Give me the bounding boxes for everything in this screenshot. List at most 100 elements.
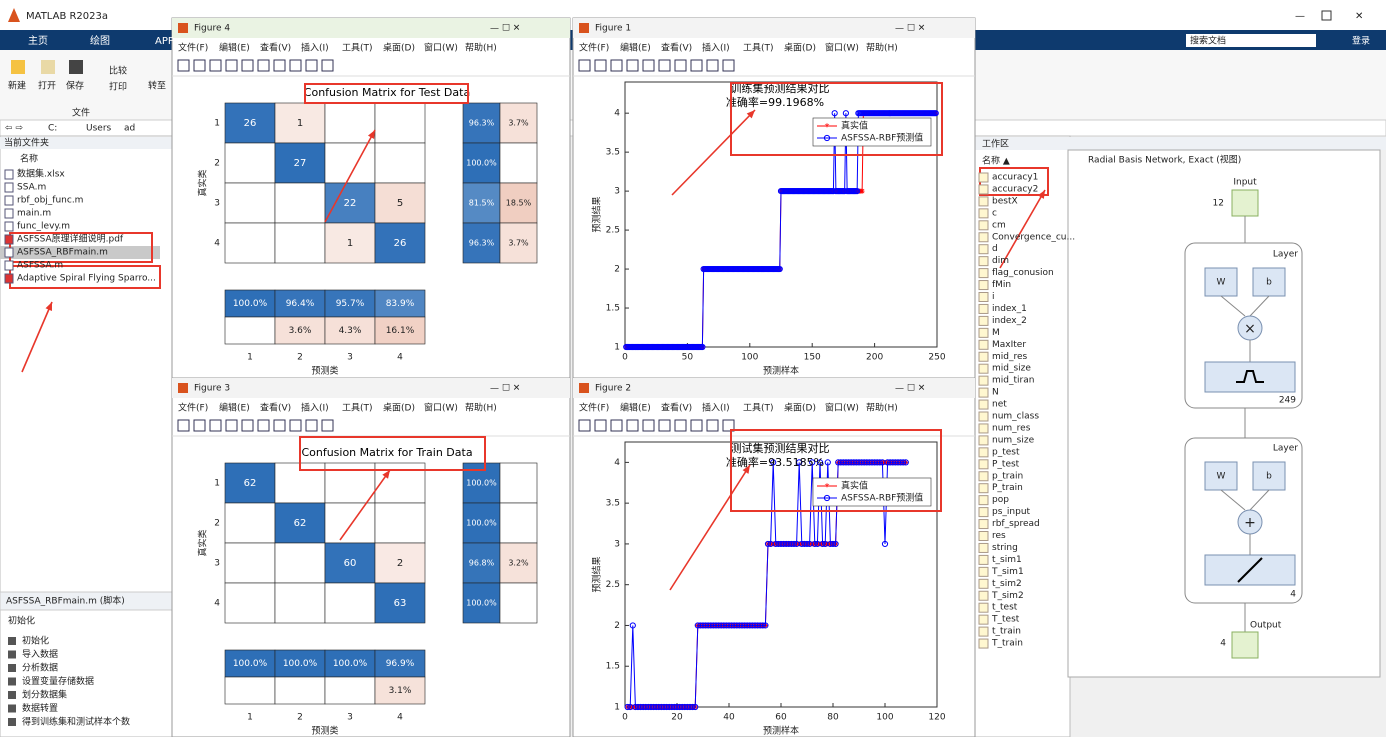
toolbar-icon[interactable] <box>209 59 222 72</box>
file-name[interactable]: ASFSSA_RBFmain.m <box>17 248 108 258</box>
ribbon-tab[interactable]: 绘图 <box>90 34 110 47</box>
section-item[interactable]: 数据转置 <box>22 702 58 714</box>
menu-item[interactable]: 文件(F) <box>178 42 208 54</box>
variable-name[interactable]: MaxIter <box>992 340 1026 350</box>
file-name[interactable]: main.m <box>17 209 51 219</box>
variable-name[interactable]: d <box>992 244 998 254</box>
variable-name[interactable]: P_train <box>992 483 1023 493</box>
section-item[interactable]: 分析数据 <box>22 662 58 674</box>
menu-item[interactable]: 窗口(W) <box>825 42 859 54</box>
menu-item[interactable]: 窗口(W) <box>825 402 859 414</box>
variable-name[interactable]: num_size <box>992 435 1035 445</box>
menu-item[interactable]: 帮助(H) <box>465 402 497 414</box>
menu-item[interactable]: 查看(V) <box>260 42 291 54</box>
tool-button[interactable]: 打开 <box>38 80 56 92</box>
tool-button[interactable]: 转至 <box>148 80 166 92</box>
menu-item[interactable]: 插入(I) <box>301 42 329 54</box>
nav-arrows[interactable]: ⇦ ⇨ <box>5 124 23 134</box>
tool-button[interactable]: 保存 <box>66 80 84 92</box>
file-name[interactable]: 数据集.xlsx <box>17 168 65 180</box>
variable-name[interactable]: mid_size <box>992 364 1031 374</box>
toolbar-icon[interactable] <box>225 59 238 72</box>
menu-item[interactable]: 桌面(D) <box>784 402 816 414</box>
menu-item[interactable]: 桌面(D) <box>383 42 415 54</box>
menu-item[interactable]: 插入(I) <box>301 402 329 414</box>
toolbar-icon[interactable] <box>690 419 703 432</box>
menu-item[interactable]: 工具(T) <box>342 403 373 414</box>
search-box[interactable] <box>1186 34 1316 47</box>
menu-item[interactable]: 文件(F) <box>579 42 609 54</box>
toolbar-icon[interactable] <box>177 419 190 432</box>
menu-item[interactable]: 编辑(E) <box>219 42 250 54</box>
menu-item[interactable]: 帮助(H) <box>465 42 497 54</box>
variable-name[interactable]: p_test <box>992 447 1020 457</box>
menu-item[interactable]: 查看(V) <box>661 402 692 414</box>
toolbar-icon[interactable] <box>706 59 719 72</box>
variable-name[interactable]: M <box>992 328 1000 338</box>
variable-name[interactable]: index_2 <box>992 316 1027 326</box>
menu-item[interactable]: 文件(F) <box>579 402 609 414</box>
variable-name[interactable]: p_train <box>992 471 1023 481</box>
path-segment[interactable]: Users <box>86 124 112 134</box>
toolbar-icon[interactable] <box>193 419 206 432</box>
menu-item[interactable]: 编辑(E) <box>219 402 250 414</box>
toolbar-icon[interactable] <box>642 59 655 72</box>
toolbar-icon[interactable] <box>594 419 607 432</box>
variable-name[interactable]: accuracy1 <box>992 173 1038 183</box>
variable-name[interactable]: res <box>992 531 1006 541</box>
toolbar-icon[interactable] <box>305 59 318 72</box>
maximize[interactable] <box>1321 10 1332 21</box>
variable-name[interactable]: N <box>992 388 999 398</box>
variable-name[interactable]: num_res <box>992 423 1031 433</box>
menu-item[interactable]: 窗口(W) <box>424 42 458 54</box>
menu-item[interactable]: 帮助(H) <box>866 402 898 414</box>
variable-name[interactable]: fMin <box>992 280 1011 290</box>
file-name[interactable]: ASFSSA.m <box>17 261 63 271</box>
section-item[interactable]: 导入数据 <box>22 648 58 660</box>
file-name[interactable]: func_levy.m <box>17 222 70 232</box>
variable-name[interactable]: ps_input <box>992 507 1031 517</box>
file-name[interactable]: ASFSSA原理详细说明.pdf <box>17 233 124 245</box>
toolbar-icon[interactable] <box>610 419 623 432</box>
variable-name[interactable]: P_test <box>992 459 1020 469</box>
section-item[interactable]: 得到训练集和测试样本个数 <box>22 716 130 728</box>
variable-name[interactable]: pop <box>992 495 1009 505</box>
variable-name[interactable]: flag_conusion <box>992 268 1054 278</box>
toolbar-icon[interactable] <box>722 59 735 72</box>
file-name[interactable]: Adaptive Spiral Flying Sparro... <box>17 274 156 284</box>
menu-item[interactable]: 文件(F) <box>178 402 208 414</box>
minimize[interactable]: — <box>1295 11 1305 22</box>
menu-item[interactable]: 工具(T) <box>743 43 774 54</box>
file-name[interactable]: rbf_obj_func.m <box>17 196 83 206</box>
menu-item[interactable]: 插入(I) <box>702 402 730 414</box>
variable-name[interactable]: num_class <box>992 412 1039 422</box>
variable-name[interactable]: net <box>992 400 1007 410</box>
menu-item[interactable]: 插入(I) <box>702 42 730 54</box>
tool-button[interactable]: 打印 <box>109 81 127 93</box>
variable-name[interactable]: t_test <box>992 603 1018 613</box>
toolbar-icon[interactable] <box>273 59 286 72</box>
toolbar-icon[interactable] <box>642 419 655 432</box>
menu-item[interactable]: 窗口(W) <box>424 402 458 414</box>
variable-name[interactable]: T_sim1 <box>991 567 1024 577</box>
toolbar-icon[interactable] <box>722 419 735 432</box>
toolbar-icon[interactable] <box>257 59 270 72</box>
menu-item[interactable]: 桌面(D) <box>383 402 415 414</box>
toolbar-icon[interactable] <box>626 59 639 72</box>
toolbar-icon[interactable] <box>658 59 671 72</box>
toolbar-icon[interactable] <box>257 419 270 432</box>
menu-item[interactable]: 编辑(E) <box>620 42 651 54</box>
close[interactable]: ✕ <box>1355 11 1363 22</box>
variable-name[interactable]: t_sim2 <box>992 579 1022 589</box>
variable-name[interactable]: t_train <box>992 627 1021 637</box>
toolbar-icon[interactable] <box>321 419 334 432</box>
path-segment[interactable]: C: <box>48 124 57 134</box>
toolbar-icon[interactable] <box>578 419 591 432</box>
toolbar-icon[interactable] <box>610 59 623 72</box>
tool-button[interactable]: 比较 <box>109 65 127 77</box>
toolbar-icon[interactable] <box>594 59 607 72</box>
menu-item[interactable]: 查看(V) <box>260 402 291 414</box>
variable-name[interactable]: accuracy2 <box>992 184 1038 194</box>
toolbar-icon[interactable] <box>241 59 254 72</box>
toolbar-icon[interactable] <box>273 419 286 432</box>
